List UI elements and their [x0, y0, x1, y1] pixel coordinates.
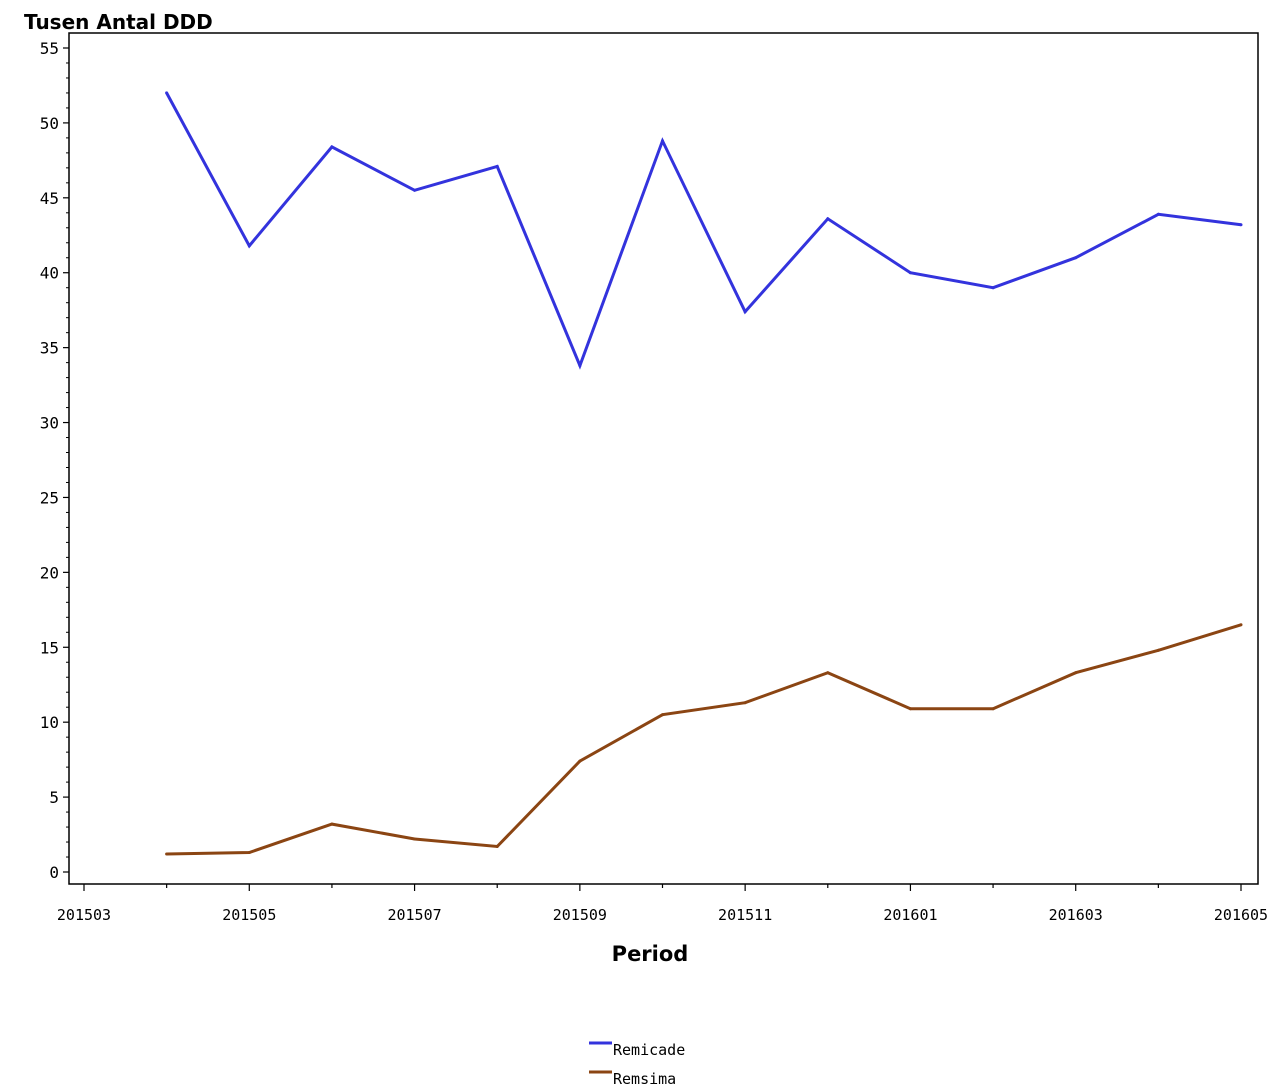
x-tick-label: 201507: [387, 906, 441, 924]
legend-label-remsima: Remsima: [613, 1070, 676, 1088]
y-tick-label: 25: [40, 488, 59, 507]
data-point-remicade: [991, 286, 995, 290]
y-tick-label: 40: [40, 264, 59, 283]
data-point-remicade: [1156, 212, 1160, 216]
data-point-remicade: [247, 244, 251, 248]
y-tick-label: 45: [40, 189, 59, 208]
x-axis-label: Period: [612, 942, 689, 966]
data-point-remsima: [495, 845, 499, 848]
data-point-remicade: [578, 364, 582, 368]
data-point-remsima: [578, 759, 582, 763]
data-point-remsima: [1156, 648, 1160, 652]
x-tick-label: 201603: [1049, 906, 1103, 924]
x-tick-label: 201505: [222, 906, 276, 924]
data-point-remsima: [908, 707, 912, 711]
x-tick-label: 201509: [553, 906, 607, 924]
data-point-remicade: [165, 91, 169, 95]
x-tick-label: 201605: [1214, 906, 1268, 924]
data-point-remsima: [1074, 671, 1078, 675]
data-point-remicade: [743, 310, 747, 314]
series-lines: [165, 91, 1243, 856]
data-point-remsima: [661, 713, 664, 717]
data-point-remsima: [826, 671, 830, 675]
y-axis: 0 5 10 15 20 25 30 35 40 45 50 55: [40, 39, 69, 882]
data-point-remicade: [413, 188, 417, 192]
data-point-remicade: [495, 164, 499, 168]
data-point-remsima: [743, 701, 747, 705]
x-tick-label: 201503: [57, 906, 111, 924]
y-tick-label: 5: [49, 788, 59, 807]
data-point-remicade: [908, 271, 912, 275]
data-point-remsima: [330, 822, 334, 826]
y-tick-label: 30: [40, 414, 59, 433]
data-point-remsima: [247, 851, 251, 854]
y-tick-label: 50: [40, 114, 59, 133]
data-point-remsima: [1239, 623, 1243, 627]
data-point-remicade: [1074, 256, 1078, 260]
data-point-remsima: [413, 837, 417, 841]
y-axis-label: Tusen Antal DDD: [24, 10, 213, 34]
data-point-remicade: [1239, 223, 1243, 227]
y-tick-label: 20: [40, 563, 59, 582]
plot-area: [68, 32, 1259, 885]
legend-label-remicade: Remicade: [613, 1041, 685, 1059]
data-point-remsima: [165, 852, 169, 856]
y-tick-label: 35: [40, 339, 59, 358]
legend: Remicade Remsima: [589, 1041, 685, 1088]
x-tick-label: 201601: [883, 906, 937, 924]
x-axis: 201503 201505 201507 201509 201511 201601 2016…: [57, 884, 1268, 924]
data-point-remsima: [991, 707, 995, 711]
x-tick-label: 201511: [718, 906, 772, 924]
y-tick-label: 10: [40, 713, 59, 732]
y-tick-label: 0: [49, 863, 59, 882]
series-line-remicade: [165, 92, 1242, 370]
data-point-remicade: [661, 139, 664, 143]
y-tick-label: 55: [40, 39, 59, 58]
data-point-remicade: [826, 217, 830, 221]
series-line-remsima: [166, 623, 1242, 856]
data-point-remicade: [330, 145, 334, 149]
y-tick-label: 15: [40, 638, 59, 657]
